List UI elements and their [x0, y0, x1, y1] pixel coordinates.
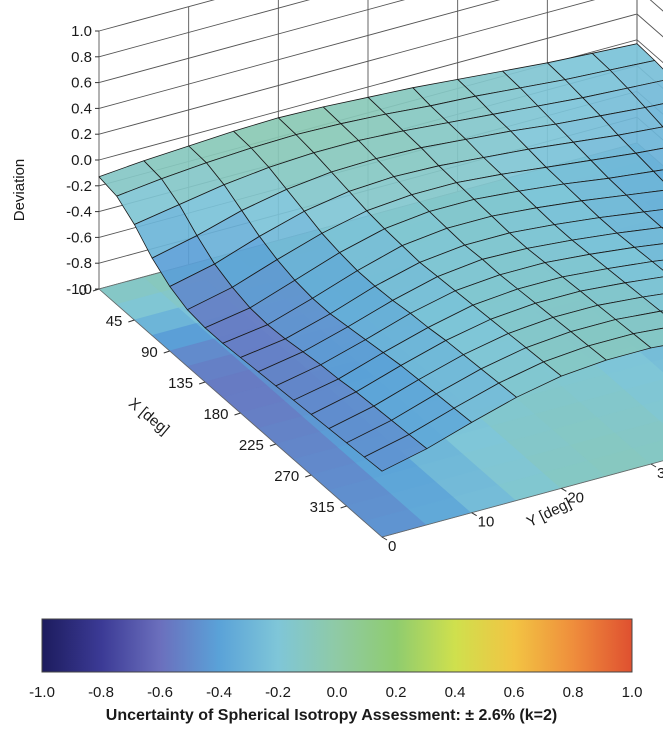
grid-line: [98, 0, 406, 84]
z-tick-label: 0.2: [71, 126, 92, 143]
y-tick-mark: [650, 463, 657, 468]
colorbar-tick-label: -0.8: [88, 684, 114, 701]
x-tick-mark: [198, 381, 206, 385]
caption: Uncertainty of Spherical Isotropy Assess…: [105, 707, 558, 724]
x-tick-label: 0: [79, 282, 87, 299]
grid-line: [98, 13, 638, 161]
x-tick-label: 270: [274, 468, 299, 485]
z-tick-label: 0.0: [71, 152, 92, 169]
z-tick-label: 0.4: [71, 100, 92, 117]
x-tick-mark: [340, 505, 347, 509]
grid-line: [98, 0, 311, 58]
z-tick-label: -0.8: [66, 255, 92, 272]
x-tick-label: 225: [239, 437, 264, 454]
floor-cell: [651, 358, 663, 373]
colorbar-tick-label: 0.0: [327, 684, 348, 701]
x-tick-label: 180: [203, 406, 228, 423]
colorbar-tick-label: 0.6: [504, 684, 525, 701]
y-axis-title: Y [deg]: [524, 495, 574, 531]
floor-cell: [624, 379, 663, 406]
y-tick-mark: [471, 512, 477, 517]
colorbar: [41, 618, 633, 673]
colorbar-tick-labels: -1.0 -0.8 -0.6 -0.4 -0.2 0.0 0.2 0.4 0.6 0.8 1.0: [29, 684, 642, 701]
floor-cell: [659, 419, 663, 424]
floor-cell: [606, 361, 663, 391]
floor-cell: [614, 420, 663, 449]
grid-line: [98, 0, 215, 32]
colorbar-tick-label: 0.8: [563, 684, 584, 701]
deviation-surface: [98, 43, 663, 472]
z-tick-label: -0.4: [66, 204, 92, 221]
floor-cell: [641, 399, 663, 422]
colorbar-tick-label: 0.4: [445, 684, 466, 701]
floor-cell: [632, 439, 663, 465]
x-tick-label: 135: [168, 375, 193, 392]
grid-line: [98, 0, 501, 109]
colorbar-tick-label: -0.2: [265, 684, 291, 701]
colorbar-tick-label: 0.2: [386, 684, 407, 701]
x-tick-mark: [92, 288, 100, 292]
y-tick-mark: [561, 487, 567, 492]
z-axis-title: Deviation: [11, 159, 28, 222]
y-tick-label: 30: [657, 465, 663, 482]
z-tick-label: -0.2: [66, 178, 92, 195]
x-axis-title: X [deg]: [125, 395, 172, 439]
y-tick-label: 20: [567, 489, 584, 506]
y-tick-mark: [381, 536, 388, 541]
colorbar-tick-label: 1.0: [622, 684, 643, 701]
x-tick-mark: [128, 319, 135, 323]
z-tick-label: 0.6: [71, 75, 92, 92]
x-tick-label: 315: [310, 499, 335, 516]
z-tick-label: -0.6: [66, 229, 92, 246]
axes: [92, 30, 657, 541]
y-tick-label: 10: [478, 514, 495, 531]
colorbar-tick-label: -0.6: [147, 684, 173, 701]
x-tick-mark: [163, 350, 170, 354]
grid-line: [98, 0, 596, 135]
x-tick-mark: [305, 474, 312, 478]
z-tick-label: 1.0: [71, 23, 92, 40]
y-tick-label: 0: [388, 538, 396, 555]
z-tick-label: -1.0: [66, 281, 92, 298]
x-tick-label: 90: [141, 344, 158, 361]
x-tick-label: 45: [106, 313, 123, 330]
x-tick-mark: [269, 443, 277, 447]
colorbar-tick-label: -0.4: [206, 684, 232, 701]
tick-labels: 1.00.80.60.40.20.0-0.2-0.4-0.6-0.8-1.004…: [66, 23, 663, 555]
surface-cell: [363, 434, 428, 472]
z-tick-label: 0.8: [71, 49, 92, 66]
x-tick-mark: [234, 412, 241, 416]
colorbar-tick-label: -1.0: [29, 684, 55, 701]
